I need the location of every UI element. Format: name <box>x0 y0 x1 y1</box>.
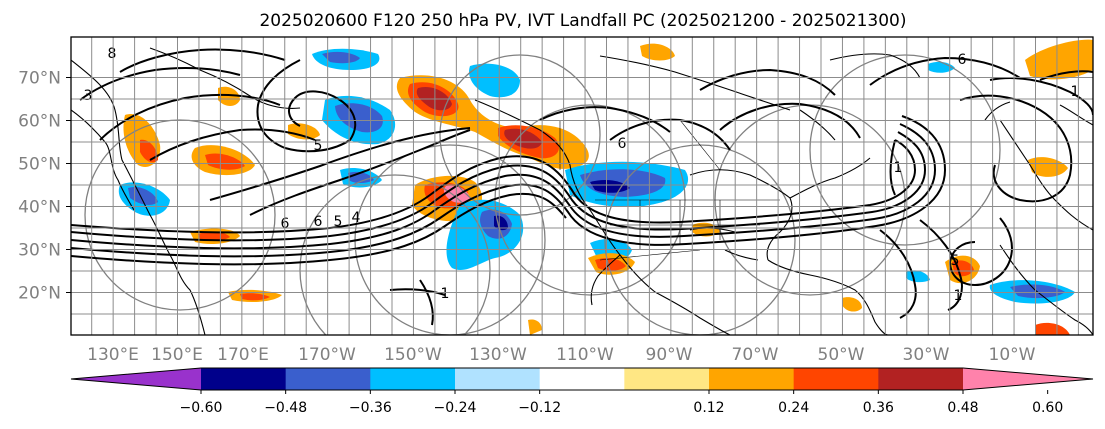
colorbar-tick-label: 0.24 <box>778 400 809 416</box>
longitude-tick-label: 50°W <box>818 345 865 365</box>
contour-label: 3 <box>84 88 93 104</box>
positive-anomaly-orange <box>218 86 240 106</box>
colorbar-segment <box>285 368 371 390</box>
contour-label: 1 <box>894 160 903 176</box>
colorbar-extend-min <box>71 368 201 390</box>
positive-anomaly-orange <box>1028 157 1068 177</box>
positive-anomaly-red <box>140 139 158 163</box>
longitude-tick-label: 170°E <box>217 345 269 365</box>
contour-label: 5 <box>334 214 343 230</box>
colorbar-segment <box>878 368 964 390</box>
contour-label: 1 <box>1071 84 1080 100</box>
latitude-tick-label: 20°N <box>18 284 61 304</box>
latitude-tick-label: 70°N <box>18 69 61 89</box>
map-title: 2025020600 F120 250 hPa PV, IVT Landfall… <box>259 11 906 31</box>
latitude-tick-label: 50°N <box>18 155 61 175</box>
positive-anomaly-orange <box>842 297 862 312</box>
positive-anomaly-orange <box>528 319 542 335</box>
latitude-tick-label: 60°N <box>18 112 61 132</box>
map-frame <box>70 36 1094 336</box>
colorbar-tick-label: 0.60 <box>1032 400 1063 416</box>
positive-anomaly-orange <box>288 123 320 140</box>
longitude-tick-label: 130°W <box>469 345 527 365</box>
shading-layer <box>118 39 1093 335</box>
negative-anomaly-blue <box>322 51 360 64</box>
longitude-tick-label: 10°W <box>989 345 1036 365</box>
contour-label: 8 <box>108 46 117 62</box>
positive-anomaly-orange <box>1025 39 1093 80</box>
colorbar-segment <box>624 368 710 390</box>
longitude-tick-label: 170°W <box>298 345 356 365</box>
negative-anomaly-lightblue <box>928 61 955 73</box>
latitude-tick-label: 40°N <box>18 198 61 218</box>
longitude-tick-label: 150°E <box>151 345 203 365</box>
colorbar-segment <box>455 368 541 390</box>
contour-label: 5 <box>951 253 960 269</box>
colorbar-tick-label: −0.12 <box>518 400 561 416</box>
colorbar-tick-label: −0.60 <box>180 400 223 416</box>
longitude-tick-label: 30°W <box>903 345 950 365</box>
colorbar-segment <box>539 368 625 390</box>
colorbar-tick-label: 0.48 <box>947 400 978 416</box>
colorbar-segment <box>370 368 456 390</box>
latitude-ticks: 70°N 60°N 50°N 40°N 30°N 20°N <box>18 69 71 304</box>
colorbar-segment <box>793 368 879 390</box>
colorbar-segment <box>201 368 287 390</box>
longitude-tick-label: 90°W <box>646 345 693 365</box>
negative-anomaly-lightblue <box>469 63 520 98</box>
map-panel: 8 6 6 5 4 5 1 6 1 6 5 1 1 3 70°N 60°N 50°N… <box>18 36 1094 365</box>
colorbar: −0.60 −0.48 −0.36 −0.24 −0.12 0.12 0.24 0.36 0.4… <box>70 367 1094 416</box>
positive-anomaly-orange <box>1035 322 1070 335</box>
contour-labels: 8 6 6 5 4 5 1 6 1 6 5 1 1 3 <box>84 46 1080 304</box>
positive-anomaly-red <box>240 293 270 301</box>
colorbar-tick-label: −0.48 <box>264 400 307 416</box>
colorbar-tick-label: −0.36 <box>349 400 392 416</box>
negative-anomaly-blue <box>128 186 158 205</box>
contour-label: 5 <box>314 138 323 154</box>
colorbar-tick-label: 0.36 <box>863 400 894 416</box>
contour-label: 6 <box>958 52 967 68</box>
longitude-tick-label: 150°W <box>384 345 442 365</box>
positive-anomaly-red <box>205 153 245 170</box>
contour-label: 6 <box>314 214 323 230</box>
colorbar-segment <box>709 368 795 390</box>
contour-label: 1 <box>954 288 963 304</box>
positive-anomaly-red <box>198 231 230 242</box>
contour-label: 1 <box>441 286 450 302</box>
longitude-ticks: 130°E 150°E 170°E 170°W 150°W 130°W 110°W 90°W 7… <box>87 345 1036 365</box>
contour-label: 6 <box>618 136 627 152</box>
latitude-tick-label: 30°N <box>18 241 61 261</box>
contour-label: 4 <box>352 210 361 226</box>
longitude-tick-label: 110°W <box>556 345 614 365</box>
graticule <box>71 37 1093 335</box>
positive-anomaly-red <box>595 258 626 271</box>
colorbar-extend-max <box>963 368 1093 390</box>
longitude-tick-label: 130°E <box>87 345 139 365</box>
longitude-tick-label: 70°W <box>732 345 779 365</box>
colorbar-tick-label: −0.24 <box>434 400 477 416</box>
positive-anomaly-orange <box>640 43 675 61</box>
colorbar-tick-label: 0.12 <box>693 400 724 416</box>
